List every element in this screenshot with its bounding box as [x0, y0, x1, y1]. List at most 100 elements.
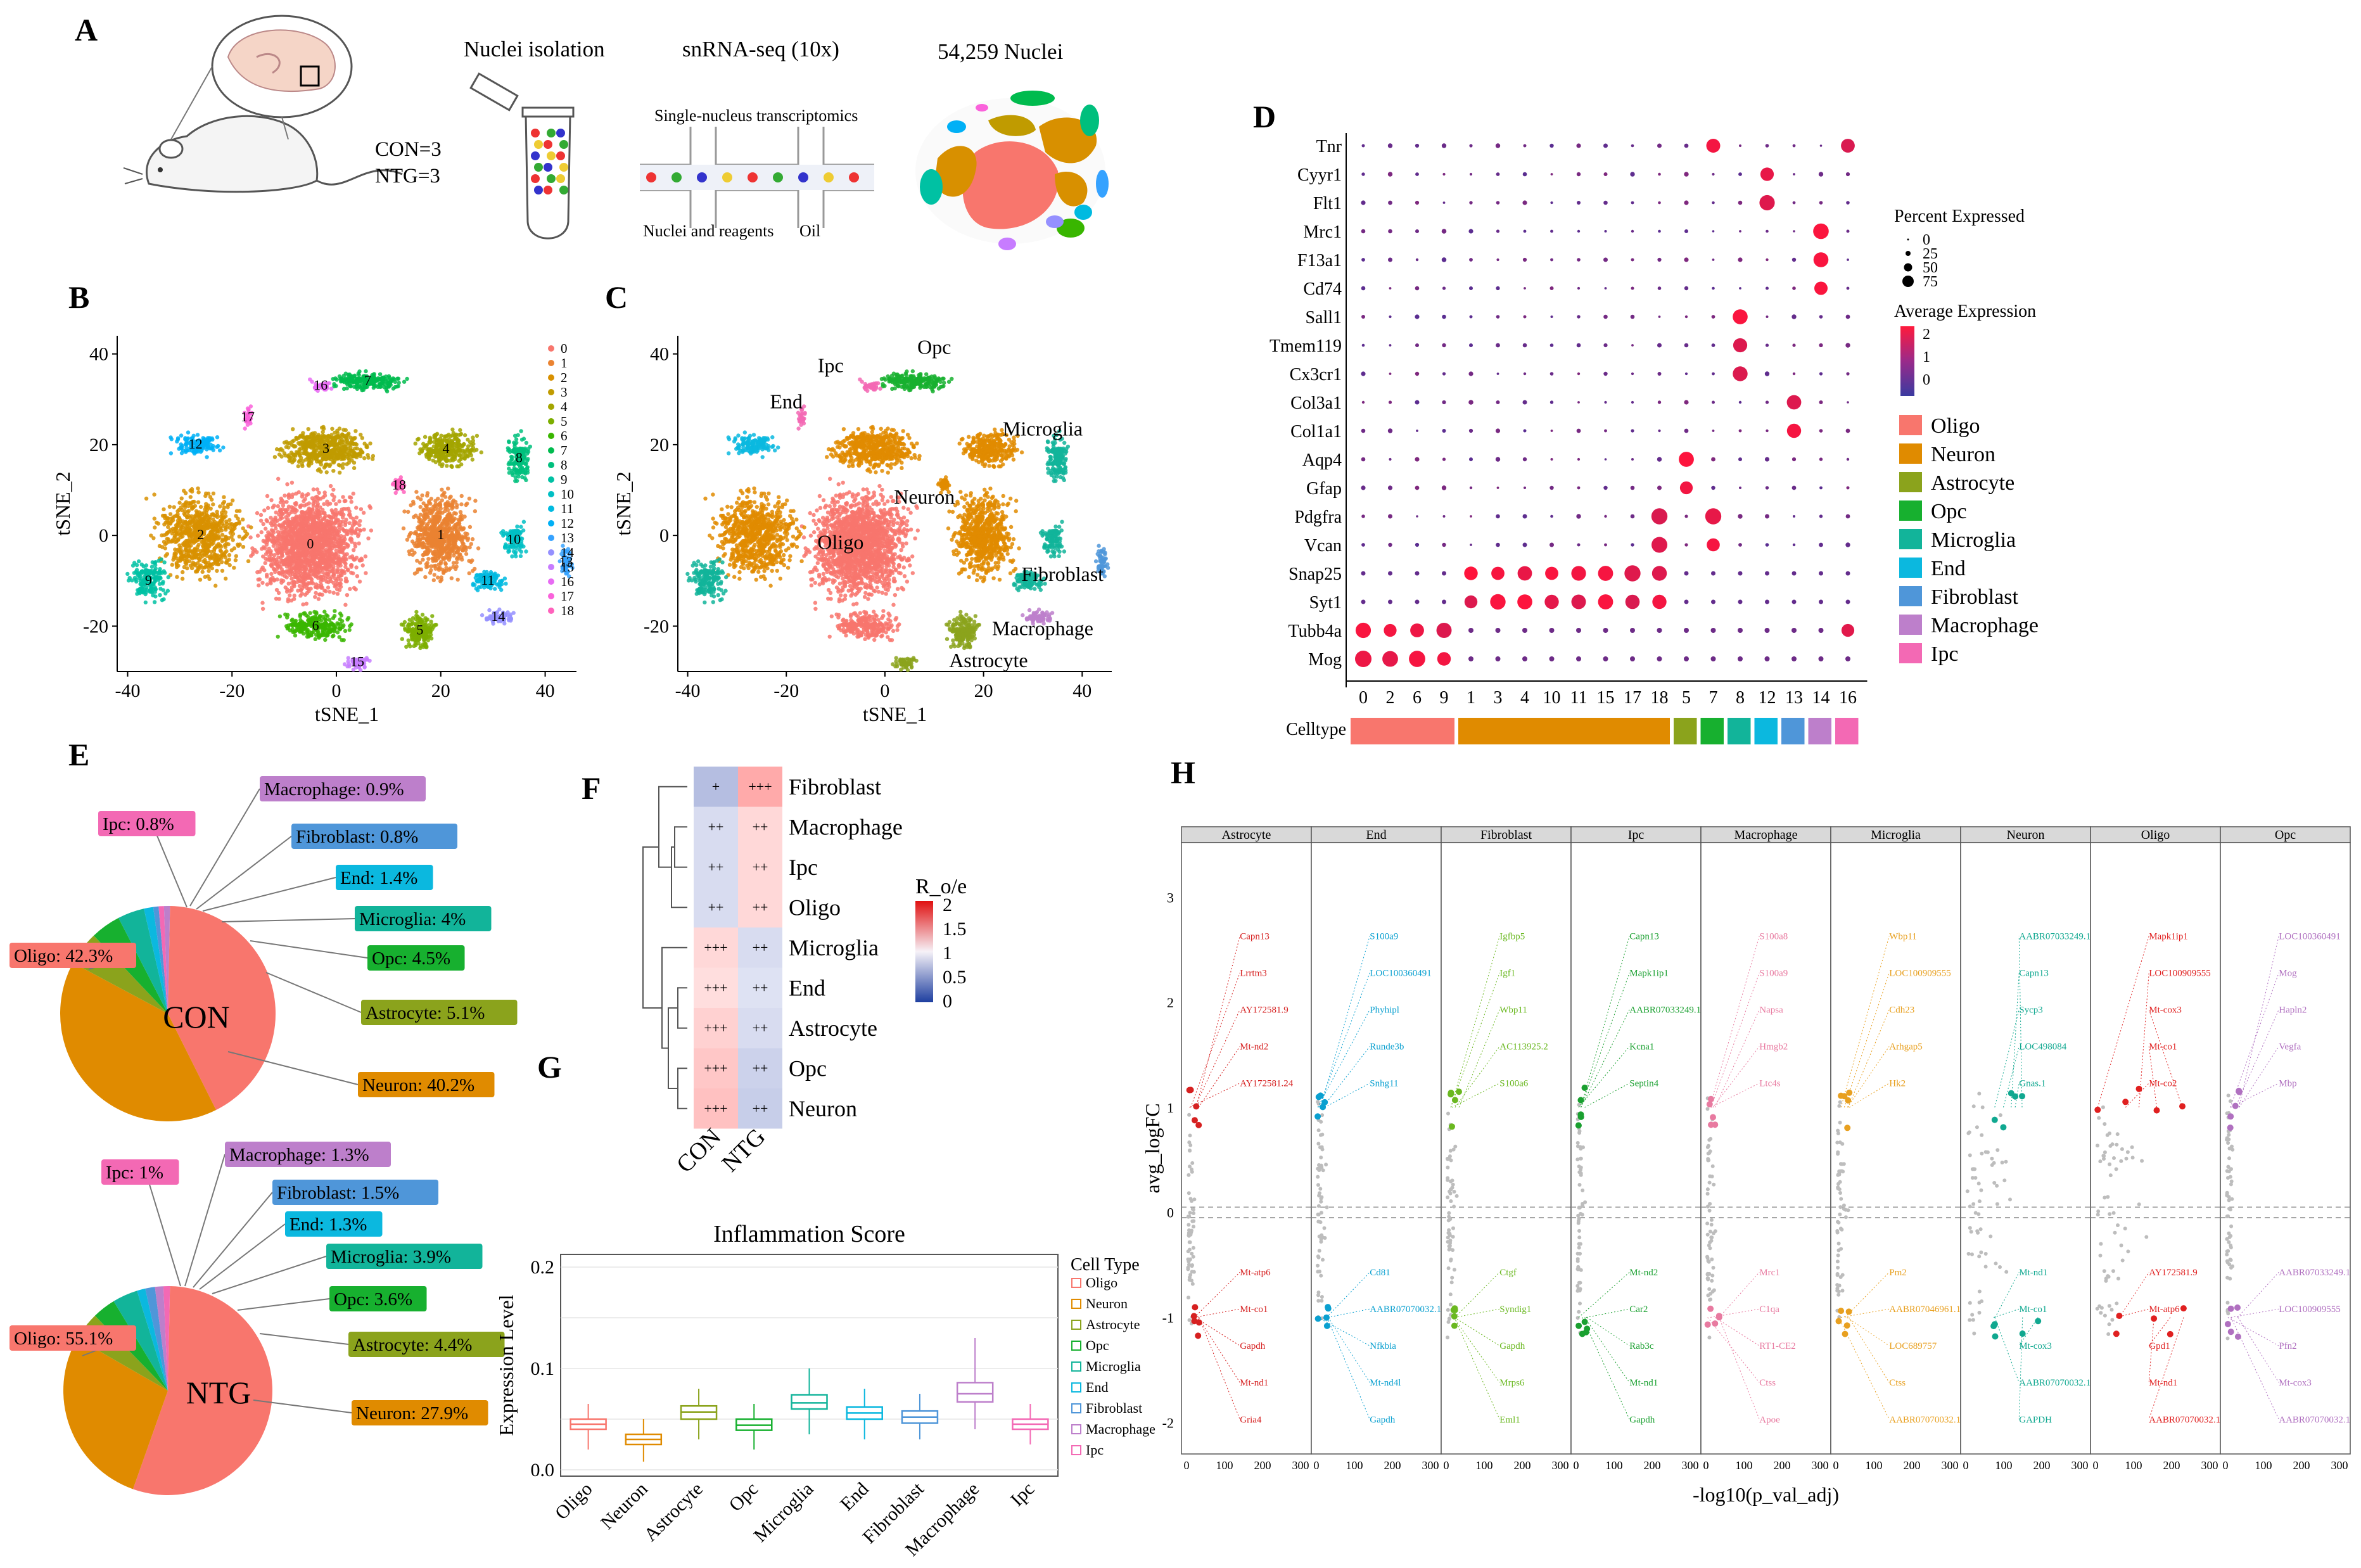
- point: [331, 544, 336, 549]
- point: [335, 592, 340, 596]
- point: [337, 635, 341, 639]
- point: [354, 521, 359, 525]
- point: [347, 509, 352, 514]
- point: [290, 617, 295, 622]
- point: [243, 534, 248, 539]
- point: [439, 559, 443, 564]
- point: [292, 593, 296, 598]
- point: [474, 433, 480, 438]
- point: [315, 487, 320, 492]
- point: [181, 557, 185, 561]
- point: [454, 526, 459, 531]
- point: [206, 506, 210, 510]
- point: [433, 552, 438, 556]
- point: [320, 585, 324, 590]
- point: [304, 613, 309, 618]
- point: [447, 437, 451, 442]
- point: [328, 618, 332, 622]
- point: [387, 375, 391, 380]
- point: [402, 620, 407, 625]
- point: [443, 561, 448, 565]
- point: [329, 521, 334, 525]
- point: [307, 517, 311, 522]
- point: [421, 501, 426, 506]
- point: [448, 566, 452, 571]
- point: [430, 543, 435, 547]
- point: [269, 581, 273, 585]
- point: [314, 590, 318, 596]
- point: [328, 627, 333, 631]
- point: [338, 582, 343, 586]
- point: [434, 438, 438, 442]
- point: [174, 532, 179, 537]
- nuclei-count-label: 54,259 Nuclei: [938, 39, 1064, 64]
- point: [253, 548, 257, 552]
- point: [226, 505, 230, 509]
- point: [462, 433, 468, 438]
- point: [464, 545, 469, 550]
- point: [315, 438, 321, 443]
- point: [360, 563, 365, 568]
- point: [348, 555, 352, 559]
- point: [343, 428, 348, 433]
- point: [447, 445, 452, 449]
- point: [354, 442, 359, 447]
- x-tick-label: 0: [332, 680, 341, 701]
- point: [348, 537, 352, 542]
- point: [448, 458, 452, 463]
- point: [312, 439, 317, 443]
- point: [348, 587, 352, 591]
- point: [318, 592, 322, 597]
- point: [518, 464, 523, 469]
- point: [425, 494, 430, 498]
- point: [322, 516, 327, 521]
- point: [198, 577, 203, 582]
- point: [436, 562, 441, 567]
- point: [318, 505, 322, 509]
- nucleus-dot: [547, 174, 556, 183]
- point: [454, 566, 458, 571]
- point: [265, 550, 270, 554]
- nucleus-dot: [556, 129, 565, 137]
- point: [285, 539, 290, 544]
- point: [426, 564, 430, 569]
- point: [328, 577, 333, 582]
- point: [323, 464, 328, 469]
- single-nucleus-label: Single-nucleus transcriptomics: [654, 106, 858, 125]
- point: [358, 558, 362, 563]
- point: [282, 520, 287, 525]
- point: [364, 369, 368, 374]
- point: [322, 617, 328, 621]
- point: [526, 457, 530, 461]
- point: [241, 545, 246, 549]
- point: [506, 547, 511, 551]
- point: [313, 434, 317, 438]
- point: [355, 380, 359, 385]
- point: [152, 492, 156, 497]
- point: [423, 632, 427, 636]
- point: [328, 557, 332, 561]
- point: [297, 450, 302, 454]
- point: [330, 436, 334, 441]
- point: [403, 627, 407, 631]
- point: [187, 559, 192, 563]
- point: [436, 497, 440, 501]
- point: [438, 510, 442, 514]
- point: [518, 554, 523, 558]
- point: [507, 439, 511, 443]
- point: [130, 563, 136, 568]
- point: [324, 589, 328, 594]
- oil-label: Oil: [799, 222, 821, 240]
- point: [315, 567, 319, 571]
- nucleus-dot: [544, 186, 552, 194]
- point: [180, 554, 184, 558]
- point: [405, 537, 410, 542]
- point: [524, 461, 528, 466]
- point: [462, 514, 467, 519]
- point: [183, 531, 188, 535]
- point: [426, 526, 431, 530]
- point: [354, 565, 359, 570]
- point: [335, 569, 340, 573]
- point: [297, 583, 302, 589]
- point: [126, 578, 131, 583]
